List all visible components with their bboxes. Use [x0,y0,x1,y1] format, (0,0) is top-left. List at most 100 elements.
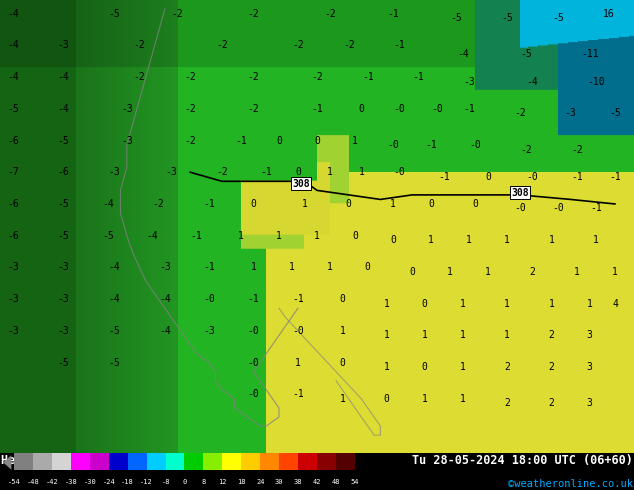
Text: 1: 1 [612,267,618,277]
Text: -1: -1 [204,263,215,272]
Text: ©weatheronline.co.uk: ©weatheronline.co.uk [508,479,633,489]
Text: -5: -5 [552,13,564,23]
Text: 0: 0 [384,394,390,404]
Text: 1: 1 [301,199,307,209]
Text: -10: -10 [587,76,605,87]
Text: -1: -1 [261,167,272,177]
Text: 1: 1 [586,299,593,309]
Text: 1: 1 [447,267,453,277]
Text: 1: 1 [485,267,491,277]
Text: 3: 3 [586,398,593,408]
Text: -6: -6 [7,199,18,209]
Text: -0: -0 [204,294,215,304]
Text: 1: 1 [327,167,333,177]
Text: -4: -4 [159,294,171,304]
Polygon shape [3,455,11,470]
Text: 38: 38 [294,479,302,485]
Text: 1: 1 [422,394,428,404]
Text: -0: -0 [248,326,259,336]
Text: Tu 28-05-2024 18:00 UTC (06+60): Tu 28-05-2024 18:00 UTC (06+60) [412,454,633,467]
Text: -2: -2 [521,145,532,154]
Text: 3: 3 [586,330,593,341]
Text: -2: -2 [343,40,354,50]
Text: 42: 42 [313,479,321,485]
Text: -6: -6 [58,167,69,177]
Text: -4: -4 [7,40,18,50]
Text: -3: -3 [165,167,177,177]
Bar [71,453,90,470]
Text: -0: -0 [527,172,538,182]
Bar [90,453,108,470]
Text: -5: -5 [521,49,532,59]
Text: -4: -4 [7,72,18,82]
Text: -24: -24 [102,479,115,485]
Text: -4: -4 [58,72,69,82]
Text: -4: -4 [102,199,113,209]
Text: 0: 0 [352,231,358,241]
Text: 2: 2 [548,362,555,372]
Bar [52,453,71,470]
Text: -0: -0 [470,140,481,150]
Bar [184,453,204,470]
Text: -0: -0 [248,390,259,399]
Text: 1: 1 [238,231,244,241]
Text: -3: -3 [7,263,18,272]
Text: -4: -4 [58,104,69,114]
Text: -12: -12 [140,479,153,485]
Bar [33,453,52,470]
Text: 2: 2 [548,398,555,408]
Text: -2: -2 [292,40,304,50]
Text: -2: -2 [184,104,196,114]
Text: 1: 1 [460,330,466,341]
Bar [261,453,279,470]
Text: -5: -5 [501,13,513,23]
Text: 0: 0 [422,299,428,309]
Text: -0: -0 [292,326,304,336]
Text: -4: -4 [7,9,18,19]
Text: 1: 1 [250,263,257,272]
Text: 1: 1 [504,330,510,341]
Text: -0: -0 [552,203,564,214]
Text: -3: -3 [159,263,171,272]
Bar [336,453,355,470]
Text: 0: 0 [409,267,415,277]
Text: 0: 0 [428,199,434,209]
Text: 0: 0 [314,136,320,146]
Text: 1: 1 [384,330,390,341]
Text: -3: -3 [121,136,133,146]
Text: -3: -3 [204,326,215,336]
Text: -2: -2 [134,72,145,82]
Text: -0: -0 [394,167,405,177]
Bar [242,453,261,470]
Text: 1: 1 [339,394,346,404]
Bar [165,453,184,470]
Text: 4: 4 [612,299,618,309]
Text: -1: -1 [292,390,304,399]
Text: -3: -3 [108,167,120,177]
Text: 0: 0 [358,104,365,114]
Text: 1: 1 [504,235,510,245]
Text: 1: 1 [390,199,396,209]
Text: -5: -5 [108,358,120,368]
Text: 1: 1 [314,231,320,241]
Text: -38: -38 [65,479,77,485]
Text: -4: -4 [146,231,158,241]
Text: -4: -4 [108,294,120,304]
Text: -5: -5 [108,9,120,19]
Text: 1: 1 [460,299,466,309]
Text: -5: -5 [58,199,69,209]
Text: -2: -2 [248,9,259,19]
Text: -5: -5 [58,358,69,368]
Text: -0: -0 [514,203,526,214]
Text: 1: 1 [384,362,390,372]
Text: 0: 0 [339,294,346,304]
Bar [317,453,336,470]
Text: -7: -7 [7,167,18,177]
Text: 0: 0 [346,199,352,209]
Text: 1: 1 [428,235,434,245]
Text: -2: -2 [153,199,164,209]
Bar [204,453,223,470]
Text: 1: 1 [504,299,510,309]
Text: 1: 1 [276,231,282,241]
Text: 0: 0 [472,199,479,209]
